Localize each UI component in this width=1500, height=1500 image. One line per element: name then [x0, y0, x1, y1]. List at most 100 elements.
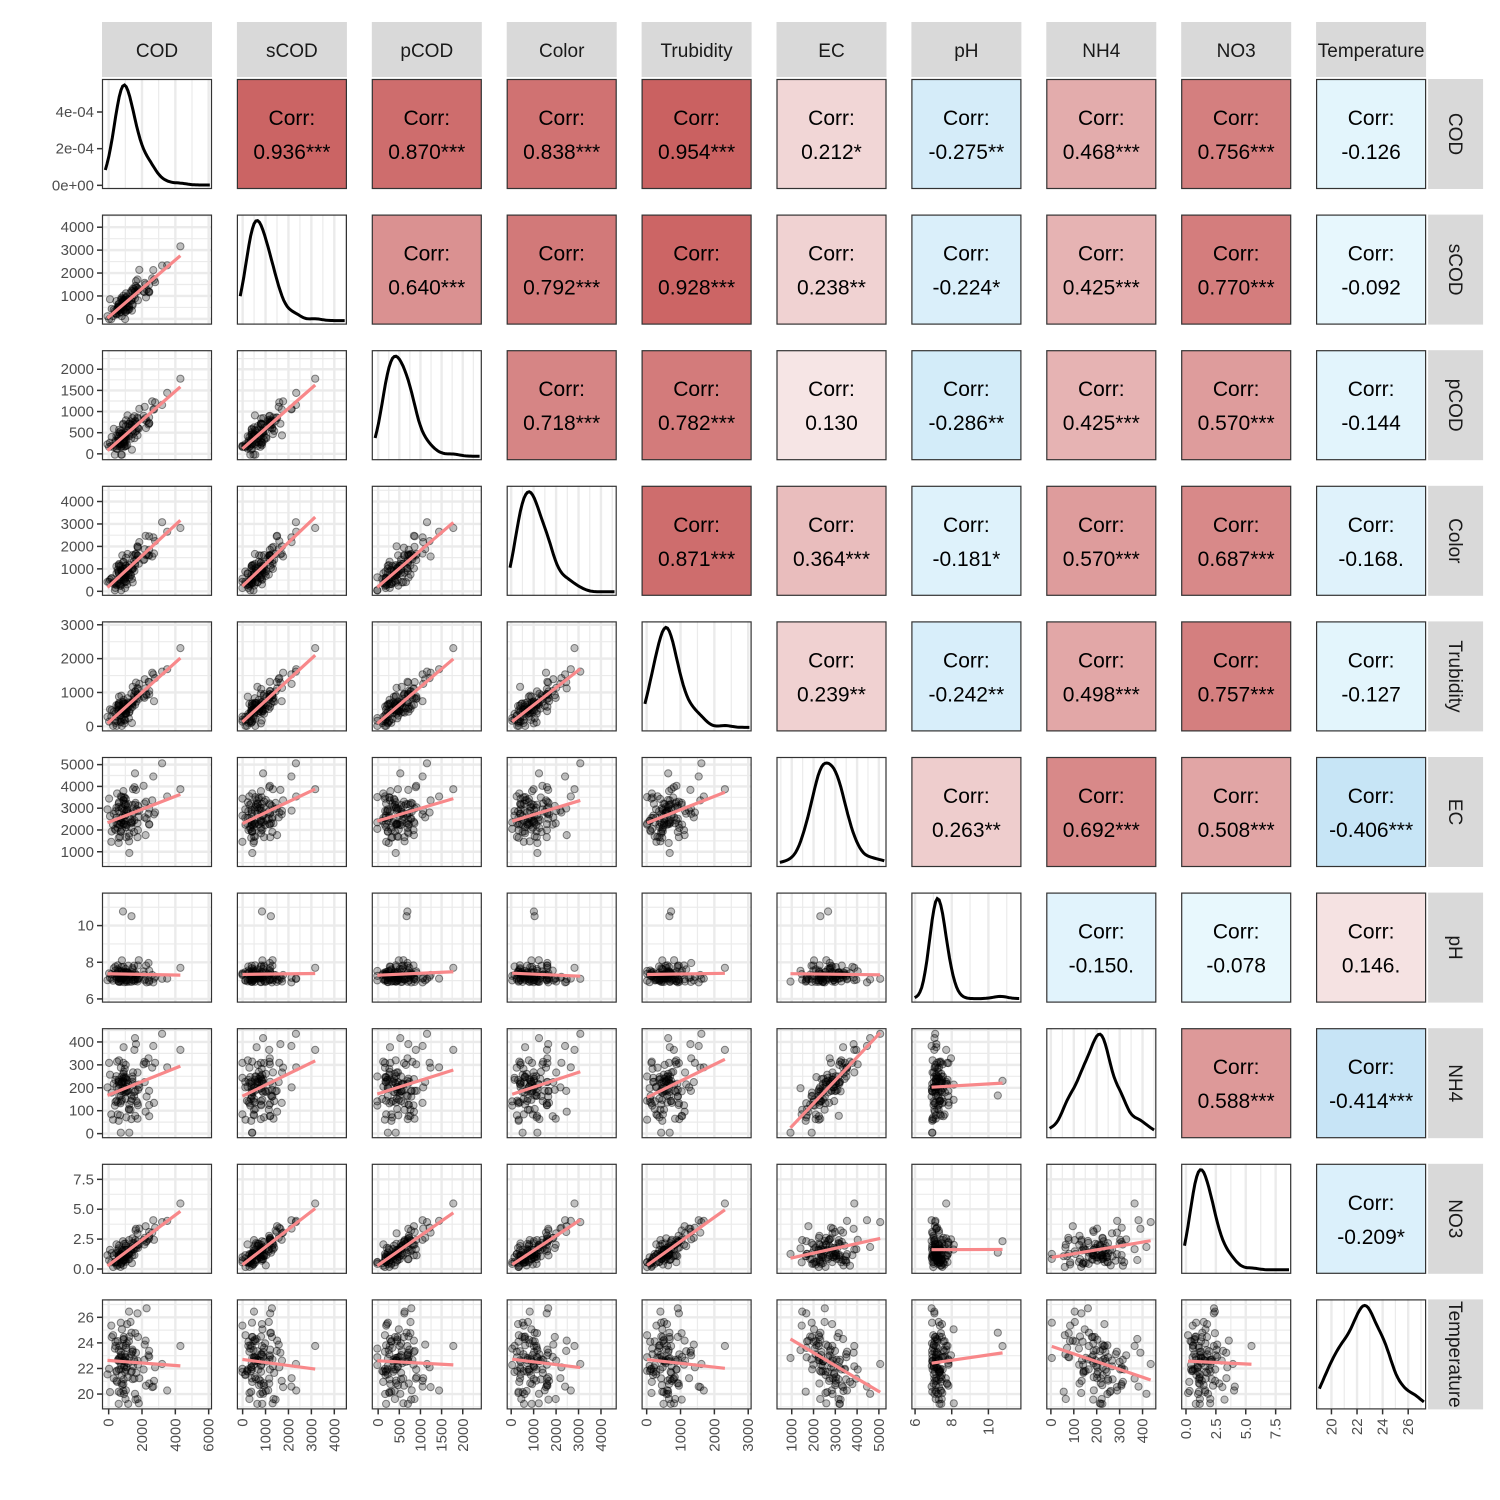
panel-ec-vs-trubidity [641, 756, 752, 868]
data-point [124, 305, 133, 314]
panel-cod-vs-ph: Corr:-0.275** [911, 78, 1022, 190]
data-point [561, 772, 570, 781]
data-point [1100, 1258, 1109, 1267]
corr-label: Corr: [943, 514, 990, 537]
corr-tile [506, 78, 617, 190]
data-point [932, 1224, 941, 1233]
data-point [131, 1039, 141, 1049]
corr-label: Corr: [1213, 649, 1260, 672]
data-point [276, 1348, 285, 1357]
data-point [105, 1070, 115, 1079]
data-point [537, 961, 546, 970]
data-point [105, 1388, 115, 1397]
corr-label: Corr: [1213, 785, 1260, 808]
corr-value: -0.209* [1337, 1226, 1405, 1249]
data-point [807, 1128, 816, 1137]
data-point [825, 1098, 834, 1107]
data-point [404, 1379, 413, 1388]
corr-tile [1315, 485, 1427, 596]
data-point [518, 1245, 527, 1255]
data-point [266, 1329, 275, 1338]
data-point [519, 1110, 528, 1119]
corr-label: Corr: [808, 649, 855, 672]
data-point [144, 420, 153, 429]
data-point [107, 827, 116, 836]
data-point [514, 1116, 523, 1125]
panel-scod-vs-color: Corr:0.792*** [506, 214, 617, 325]
data-point [287, 1216, 296, 1225]
corr-label: Corr: [538, 243, 585, 266]
data-point [866, 975, 875, 984]
column-label-no3: NO3 [1217, 41, 1256, 62]
data-point [107, 1110, 116, 1119]
corr-tile [1315, 214, 1427, 325]
panel-ec-vs-ec [776, 756, 887, 868]
data-point [141, 831, 150, 840]
panel-nh4-vs-nh4 [1046, 1028, 1157, 1139]
corr-value: 0.425*** [1063, 277, 1140, 300]
panel-border [101, 350, 213, 461]
data-point [665, 1375, 675, 1384]
data-point [659, 1105, 669, 1114]
corr-value: -0.286** [928, 412, 1004, 435]
corr-label: Corr: [1348, 1192, 1395, 1215]
data-point [275, 536, 284, 546]
data-point [268, 827, 277, 837]
panel-ph-vs-ph [911, 892, 1022, 1003]
panel-nh4-vs-ph [911, 1028, 1022, 1139]
data-point [141, 293, 151, 302]
data-point [243, 692, 252, 701]
data-point [176, 523, 185, 533]
data-point [519, 837, 528, 846]
data-point [379, 1057, 388, 1066]
column-label-color: Color [539, 41, 585, 62]
data-point [449, 1045, 458, 1054]
data-point [120, 716, 129, 725]
data-point [381, 1366, 391, 1375]
data-point [425, 1058, 434, 1067]
data-point [277, 697, 286, 706]
row-label-pcod: pCOD [1444, 379, 1465, 432]
data-point [148, 397, 157, 406]
data-point [114, 692, 124, 701]
data-point [396, 1033, 405, 1043]
data-point [842, 1072, 851, 1081]
data-point [145, 820, 154, 829]
data-point [144, 287, 153, 296]
data-point [243, 432, 252, 441]
panel-pcod-vs-pcod [371, 350, 482, 461]
data-point [248, 789, 257, 798]
panel-trubidity-vs-no3: Corr:0.757*** [1181, 621, 1292, 732]
corr-value: 0.871*** [658, 548, 735, 571]
data-point [149, 810, 159, 819]
panel-pcod-vs-ec: Corr:0.130 [776, 350, 887, 461]
panel-pcod-vs-nh4: Corr:0.425*** [1046, 350, 1157, 461]
data-point [674, 1379, 683, 1388]
data-point [112, 1376, 121, 1385]
data-point [311, 644, 320, 653]
panel-scod-vs-ec: Corr:0.238** [776, 214, 887, 325]
corr-label: Corr: [1078, 243, 1125, 266]
corr-value: 0.263** [932, 819, 1001, 842]
strip-background [1428, 892, 1484, 1003]
corr-label: Corr: [403, 243, 450, 266]
data-point [524, 1056, 533, 1065]
data-point [418, 533, 427, 542]
data-point [411, 1045, 420, 1054]
data-point [238, 837, 247, 846]
data-point [720, 963, 729, 972]
corr-label: Corr: [1348, 649, 1395, 672]
data-point [674, 1100, 683, 1110]
data-point [418, 670, 427, 679]
data-point [412, 1365, 421, 1374]
data-point [866, 1242, 875, 1252]
data-point [534, 769, 544, 778]
data-point [680, 1336, 689, 1345]
data-point [268, 1399, 277, 1408]
data-point [247, 1116, 256, 1125]
panel-border [236, 214, 347, 325]
row-strip-scod: sCOD [1428, 214, 1484, 325]
panel-no3-vs-ec [776, 1163, 887, 1274]
data-point [1113, 1216, 1122, 1226]
panel-ph-vs-color [506, 892, 617, 1003]
